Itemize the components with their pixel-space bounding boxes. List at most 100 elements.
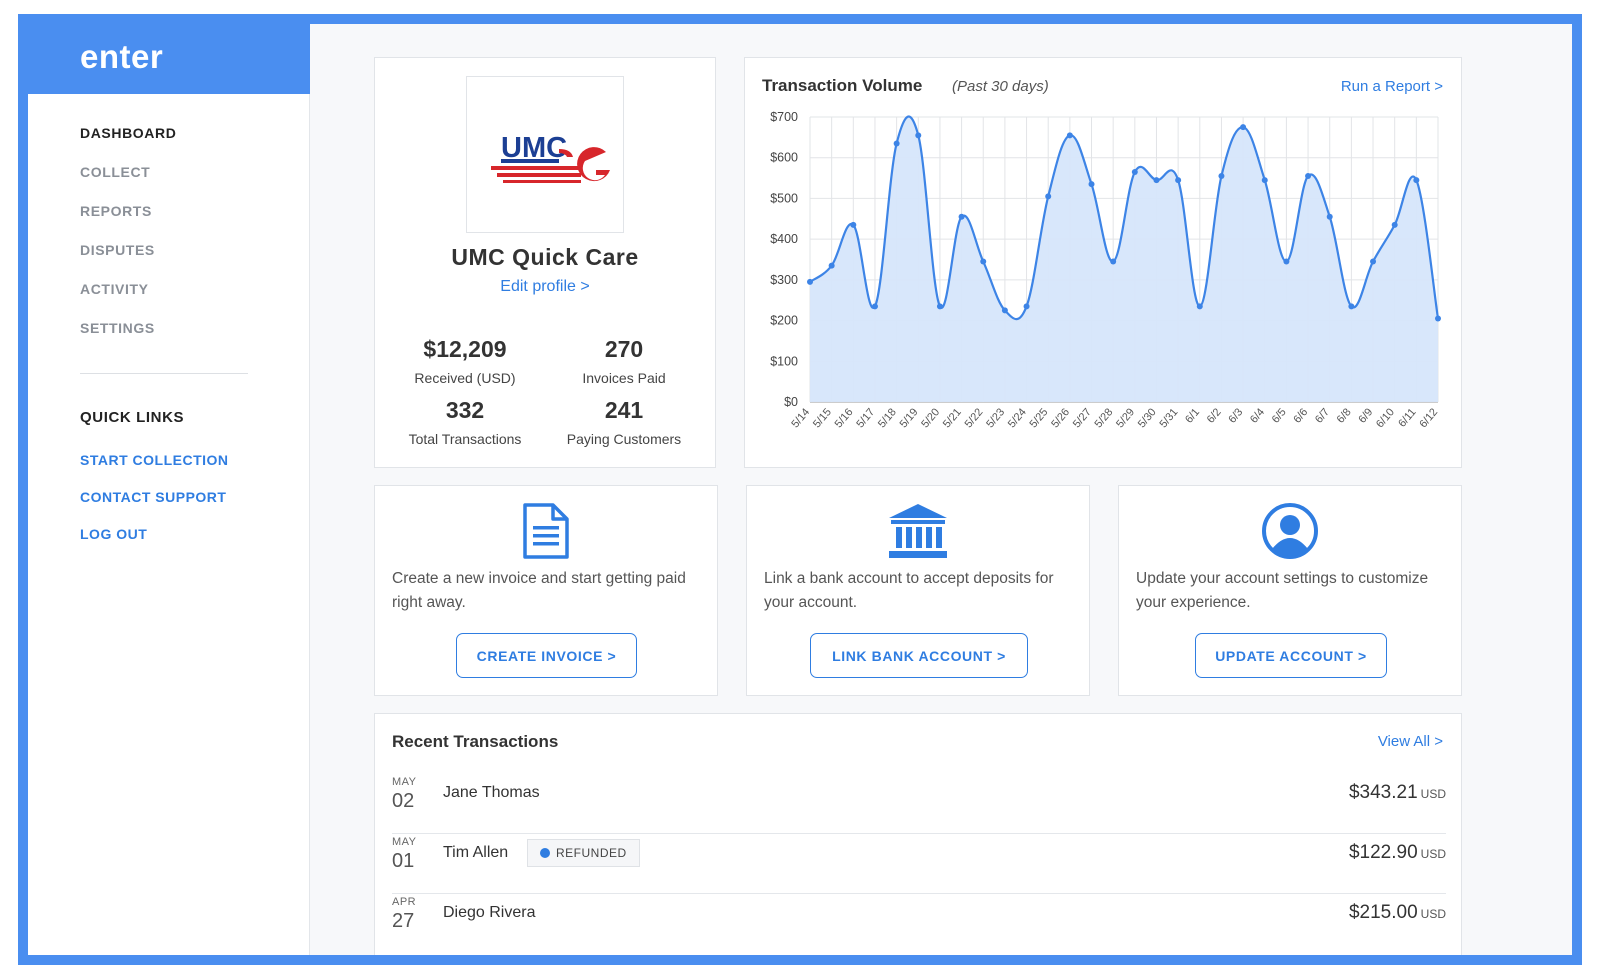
chart-x-tick-label: 5/20 <box>919 406 942 430</box>
chart-x-tick-label: 5/23 <box>984 406 1007 430</box>
chart-data-point <box>807 278 813 285</box>
view-all-link[interactable]: View All > <box>1377 733 1443 750</box>
chart-x-tick-label: 6/12 <box>1417 406 1440 430</box>
create-invoice-button[interactable]: CREATE INVOICE > <box>456 633 637 678</box>
nav-item-activity[interactable]: ACTIVITY <box>80 281 149 297</box>
chart-data-point <box>1175 177 1182 184</box>
chart-data-point <box>828 262 835 269</box>
chart-data-point <box>1218 173 1225 180</box>
chart-data-point <box>1001 307 1008 314</box>
brand-logo[interactable]: enter <box>80 38 164 75</box>
chart-data-point <box>1131 168 1138 175</box>
chart-x-tick-label: 5/31 <box>1157 406 1180 430</box>
chart-y-tick-label: $100 <box>770 354 798 368</box>
stat-invoices-paid: 270 Invoices Paid <box>544 336 704 386</box>
chart-data-point <box>1066 132 1073 139</box>
stat-value: 332 <box>445 397 485 423</box>
nav-item-dashboard[interactable]: DASHBOARD <box>80 125 177 141</box>
chart-data-point <box>1370 258 1377 265</box>
chart-data-point <box>958 213 965 220</box>
sidebar-divider <box>80 373 248 374</box>
chart-x-tick-label: 5/19 <box>898 406 921 430</box>
chart-data-point <box>936 303 943 310</box>
business-logo: UMC <box>466 76 624 233</box>
chart-x-tick-label: 6/1 <box>1183 406 1202 425</box>
stat-value: $12,209 <box>423 336 507 362</box>
chart-x-tick-label: 5/29 <box>1114 406 1137 430</box>
transaction-row[interactable]: MAY 02 Jane Thomas $343.21 USD <box>392 774 1446 834</box>
status-dot-icon <box>540 848 550 858</box>
nav-item-reports[interactable]: REPORTS <box>80 203 152 219</box>
chart-data-point <box>893 140 900 147</box>
update-account-card: Update your account settings to customiz… <box>1118 485 1462 696</box>
nav-item-collect[interactable]: COLLECT <box>80 164 151 180</box>
nav-item-disputes[interactable]: DISPUTES <box>80 242 155 258</box>
chart-x-tick-label: 5/28 <box>1093 406 1116 430</box>
recent-transactions-title: Recent Transactions <box>392 732 559 751</box>
transaction-month: APR <box>392 896 417 908</box>
chart-x-tick-label: 5/17 <box>854 406 877 430</box>
chart-x-tick-label: 6/10 <box>1374 406 1397 430</box>
bank-icon <box>747 502 1089 560</box>
document-icon <box>375 502 717 560</box>
chart-area-fill <box>810 116 1438 403</box>
recent-transactions-card: Recent Transactions View All > MAY 02 Ja… <box>374 713 1462 955</box>
chart-data-point <box>1283 258 1290 265</box>
transaction-day: 02 <box>392 790 415 812</box>
chart-data-point <box>1110 258 1117 265</box>
start-collection-link[interactable]: START COLLECTION <box>80 452 229 468</box>
stat-received: $12,209 Received (USD) <box>385 336 545 386</box>
transaction-day: 01 <box>392 850 415 872</box>
chart-data-point <box>1088 181 1095 188</box>
contact-support-link[interactable]: CONTACT SUPPORT <box>80 489 227 505</box>
status-badge: REFUNDED <box>527 839 640 867</box>
user-circle-icon <box>1119 502 1461 560</box>
chart-data-point <box>1261 177 1268 184</box>
transaction-row[interactable]: APR 27 Diego Rivera $215.00 USD <box>392 894 1446 954</box>
chart-y-tick-label: $0 <box>784 395 798 409</box>
chart-x-tick-label: 5/16 <box>833 406 856 430</box>
logo-text: UMC <box>501 132 567 164</box>
chart-data-point <box>1240 124 1247 131</box>
chart-y-tick-label: $400 <box>770 232 798 246</box>
chart-x-tick-label: 5/14 <box>789 406 812 430</box>
stat-label: Total Transactions <box>408 431 522 447</box>
transaction-customer: Tim Allen <box>443 844 509 861</box>
action-description: Create a new invoice and start getting p… <box>392 570 686 611</box>
transaction-amount: $122.90 USD <box>1349 842 1446 864</box>
chart-x-tick-label: 6/9 <box>1356 406 1375 425</box>
chart-x-tick-label: 6/6 <box>1291 406 1310 425</box>
amount-value: $343.21 <box>1348 782 1418 803</box>
transaction-customer: Diego Rivera <box>443 904 536 921</box>
chart-x-tick-label: 5/15 <box>811 406 834 430</box>
transaction-row[interactable]: MAY 01 Tim Allen REFUNDED $122.90 USD <box>392 834 1446 894</box>
business-name: UMC Quick Care <box>451 244 639 270</box>
chart-x-tick-label: 6/4 <box>1248 406 1267 425</box>
transaction-amount: $215.00 USD <box>1349 902 1446 924</box>
status-badge-label: REFUNDED <box>556 846 627 860</box>
chart-x-tick-label: 5/24 <box>1006 406 1029 430</box>
chart-y-tick-label: $700 <box>770 110 798 124</box>
stat-label: Invoices Paid <box>582 370 666 386</box>
chart-x-tick-label: 6/3 <box>1226 406 1245 425</box>
log-out-link[interactable]: LOG OUT <box>80 526 148 542</box>
edit-profile-link[interactable]: Edit profile > <box>500 278 590 295</box>
chart-data-point <box>915 132 922 139</box>
action-description: Link a bank account to accept deposits f… <box>764 570 1054 611</box>
main-nav: DASHBOARD COLLECT REPORTS DISPUTES ACTIV… <box>80 125 176 359</box>
sidebar: enter DASHBOARD COLLECT REPORTS DISPUTES… <box>28 24 310 955</box>
amount-currency: USD <box>1420 847 1446 861</box>
amount-value: $122.90 <box>1348 842 1418 863</box>
chart-x-tick-label: 5/27 <box>1071 406 1094 430</box>
chart-y-tick-label: $200 <box>770 314 798 328</box>
run-report-link[interactable]: Run a Report > <box>1340 78 1443 95</box>
link-bank-account-button[interactable]: LINK BANK ACCOUNT > <box>810 633 1028 678</box>
chart-y-tick-label: $300 <box>770 273 798 287</box>
chart-data-point <box>1045 193 1052 200</box>
chart-x-tick-label: 6/8 <box>1335 406 1354 425</box>
nav-item-settings[interactable]: SETTINGS <box>80 320 155 336</box>
app-root: enter DASHBOARD COLLECT REPORTS DISPUTES… <box>28 24 1572 955</box>
update-account-button[interactable]: UPDATE ACCOUNT > <box>1195 633 1387 678</box>
chart-x-tick-label: 5/22 <box>963 406 986 430</box>
amount-currency: USD <box>1420 907 1446 921</box>
